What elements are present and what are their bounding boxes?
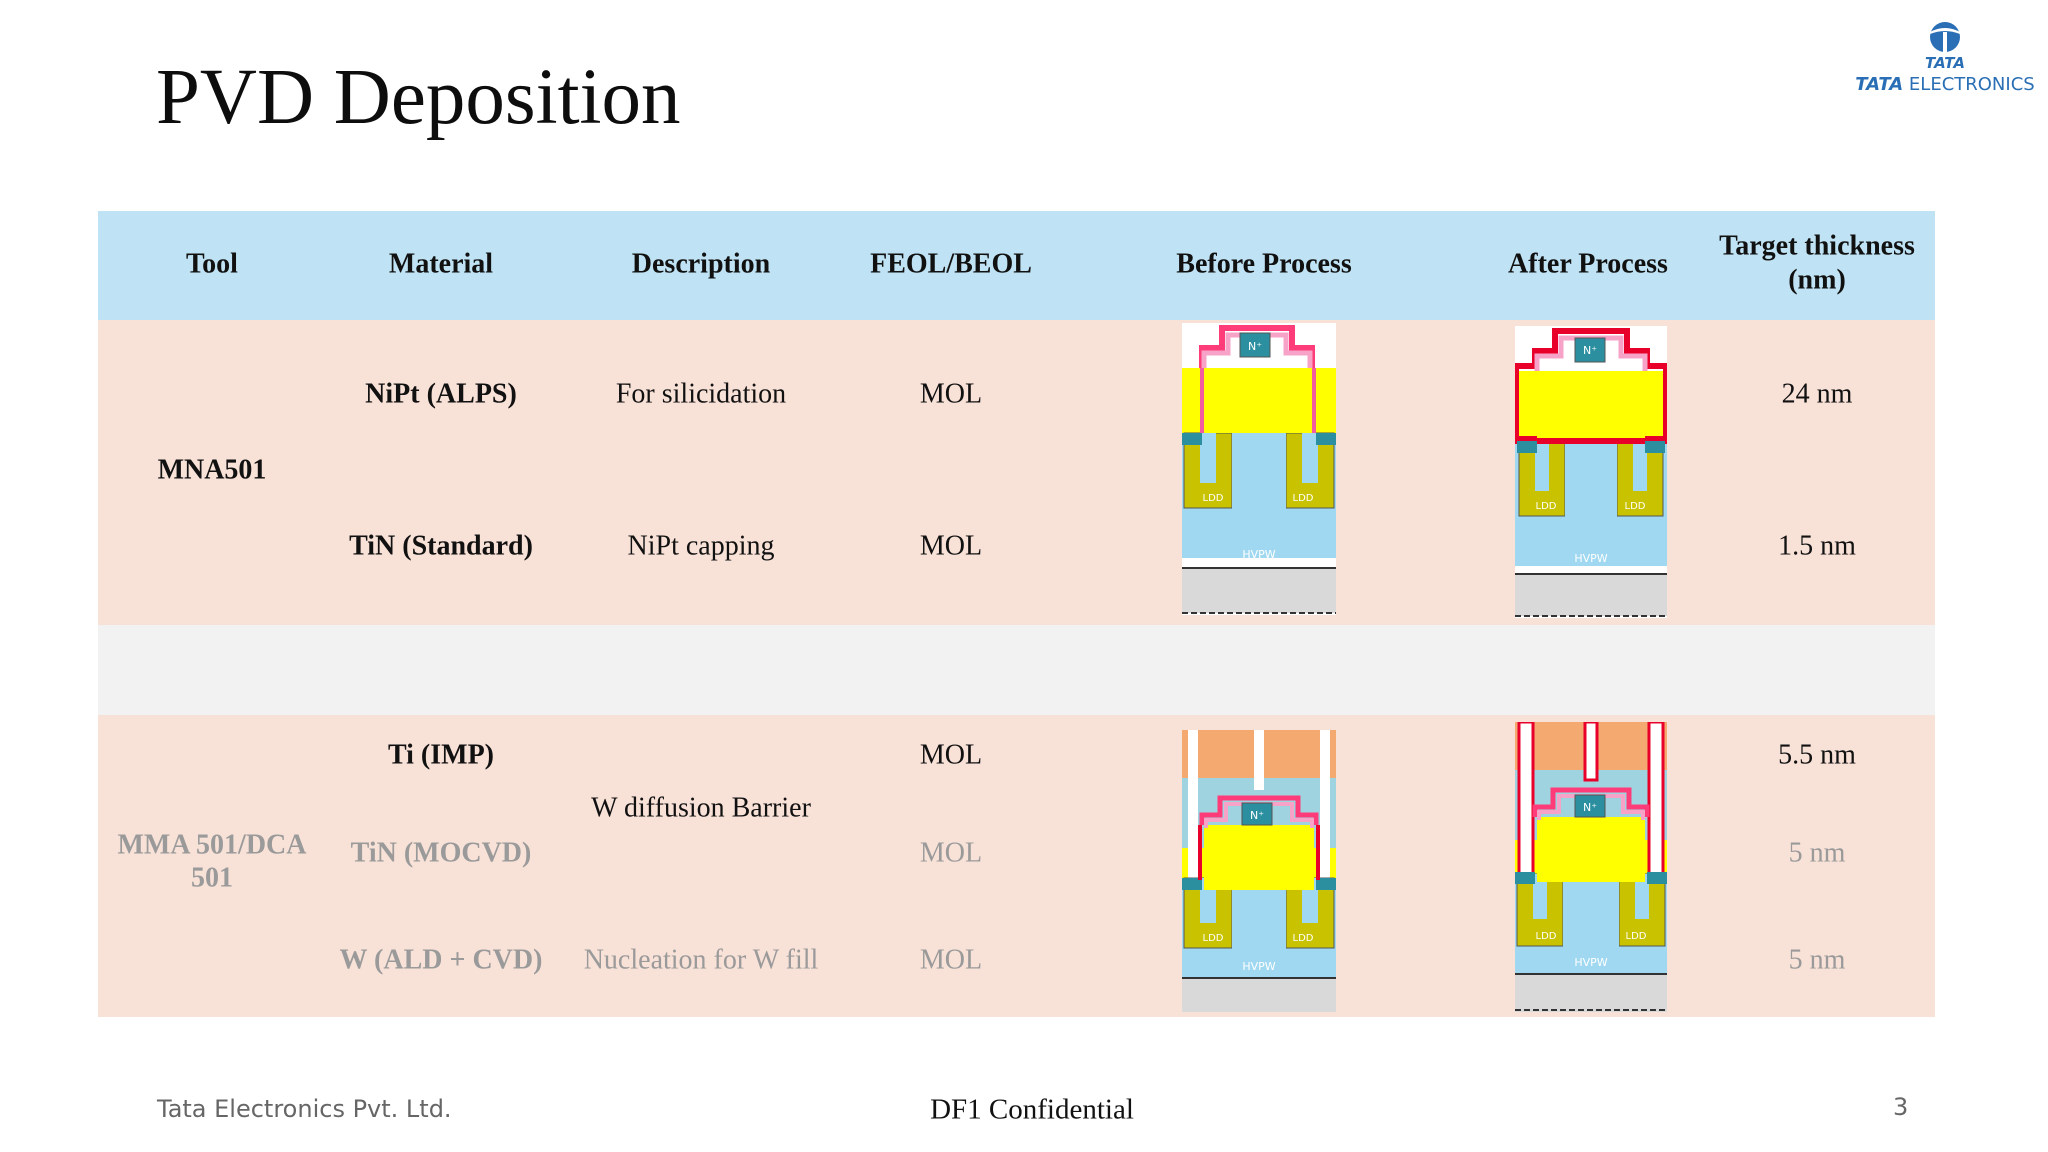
material-tin-standard: TiN (Standard) [349, 530, 533, 562]
fig1-ldd-left: LDD [1203, 493, 1224, 504]
fig3-hvpw-label: HVPW [1242, 960, 1275, 973]
tool-mma501-line1: MMA 501/DCA [117, 829, 307, 861]
material-tin-mocvd: TiN (MOCVD) [350, 837, 532, 869]
fig1-ldd-right: LDD [1293, 493, 1314, 504]
layer-nipt: MOL [919, 378, 983, 410]
thickness-nipt: 24 nm [1781, 378, 1853, 410]
description-nucleation: Nucleation for W fill [583, 944, 819, 976]
layer-w-ald-cvd: MOL [919, 944, 983, 976]
tata-emblem-icon [1930, 22, 1960, 52]
logo-brand-suffix: ELECTRONICS [1908, 74, 2035, 95]
description-silicidation: For silicidation [615, 378, 787, 410]
thickness-w-ald-cvd: 5 nm [1788, 944, 1846, 976]
before-process-figure-1: N⁺ LDD LDD HVPW [1182, 323, 1336, 615]
fig4-ldd-left: LDD [1536, 931, 1557, 942]
layer-ti-imp: MOL [919, 739, 983, 771]
logo-mark-text: TATA [1925, 54, 1965, 72]
fig3-nplus-label: N⁺ [1250, 809, 1264, 822]
tool-mma501-line2: 501 [191, 862, 233, 894]
fig2-nplus-label: N⁺ [1583, 344, 1597, 357]
thickness-tin-mocvd: 5 nm [1788, 837, 1846, 869]
header-description: Description [631, 248, 771, 280]
description-w-diffusion-barrier: W diffusion Barrier [591, 792, 811, 824]
header-target-thickness-unit: (nm) [1788, 264, 1846, 296]
page-number: 3 [1893, 1093, 1909, 1121]
table-header-row [98, 211, 1935, 320]
tata-electronics-logo: TATA TATA ELECTRONICS [1850, 20, 2040, 100]
fig3-ldd-right: LDD [1293, 933, 1314, 944]
header-material: Material [388, 248, 494, 280]
fig2-ldd-left: LDD [1536, 501, 1557, 512]
table-spacer-row [98, 625, 1935, 715]
fig2-ldd-right: LDD [1625, 501, 1646, 512]
tool-mna501: MNA501 [157, 454, 267, 486]
fig2-hvpw-label: HVPW [1574, 552, 1607, 565]
material-ti-imp: Ti (IMP) [387, 739, 495, 771]
header-feol-beol: FEOL/BEOL [870, 248, 1032, 280]
after-process-figure-1: N⁺ LDD LDD HVPW [1515, 326, 1667, 618]
fig1-hvpw-label: HVPW [1242, 548, 1275, 561]
footer-classification: DF1 Confidential [930, 1093, 1134, 1126]
after-process-figure-2: N⁺ LDD LDD HVPW [1515, 722, 1667, 1012]
layer-tin-mocvd: MOL [919, 837, 983, 869]
layer-tin-standard: MOL [919, 530, 983, 562]
material-nipt: NiPt (ALPS) [365, 378, 517, 410]
material-w-ald-cvd: W (ALD + CVD) [339, 944, 543, 976]
fig4-hvpw-label: HVPW [1574, 956, 1607, 969]
header-target-thickness: Target thickness [1719, 230, 1915, 262]
fig4-ldd-right: LDD [1626, 931, 1647, 942]
header-tool: Tool [186, 248, 238, 280]
footer-company: Tata Electronics Pvt. Ltd. [157, 1095, 452, 1123]
header-before-process: Before Process [1176, 248, 1352, 280]
thickness-ti-imp: 5.5 nm [1778, 739, 1856, 771]
fig4-nplus-label: N⁺ [1583, 801, 1597, 814]
description-nipt-capping: NiPt capping [627, 530, 775, 562]
header-after-process: After Process [1508, 248, 1668, 280]
logo-wordmark: TATA ELECTRONICS [1850, 74, 2040, 95]
logo-brand: TATA [1855, 74, 1904, 95]
slide-title: PVD Deposition [156, 54, 681, 141]
thickness-tin-standard: 1.5 nm [1778, 530, 1856, 562]
fig3-ldd-left: LDD [1203, 933, 1224, 944]
before-process-figure-2: N⁺ LDD LDD HVPW [1182, 730, 1336, 1012]
fig1-nplus-label: N⁺ [1248, 340, 1262, 353]
